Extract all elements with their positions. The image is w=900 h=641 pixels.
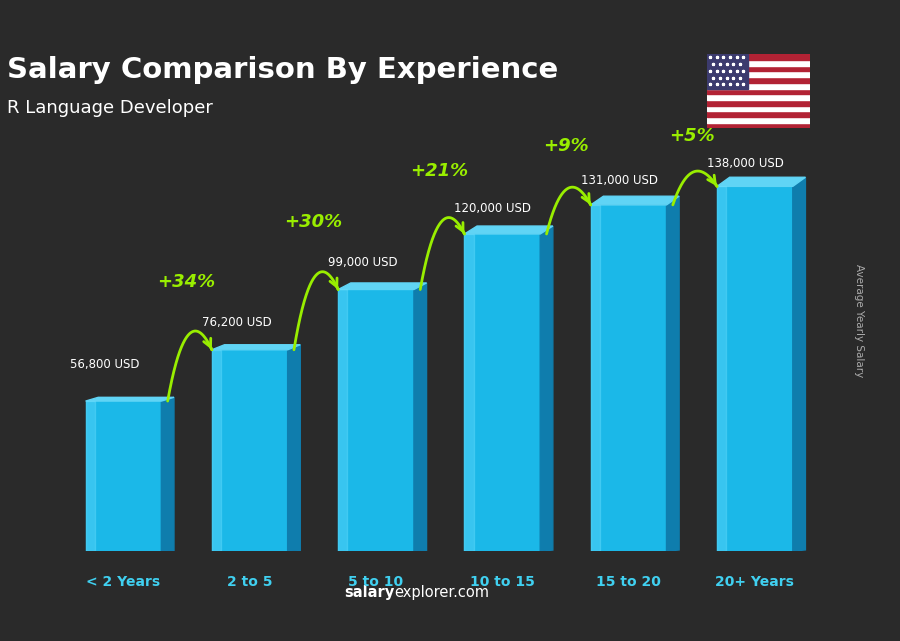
Bar xyxy=(717,187,726,551)
Polygon shape xyxy=(793,178,806,551)
Text: 5 to 10: 5 to 10 xyxy=(348,574,403,588)
Polygon shape xyxy=(161,397,174,551)
Bar xyxy=(464,234,473,551)
Bar xyxy=(706,106,810,111)
Text: 20+ Years: 20+ Years xyxy=(716,574,795,588)
Text: 76,200 USD: 76,200 USD xyxy=(202,315,272,329)
Text: +30%: +30% xyxy=(284,213,342,231)
Text: 56,800 USD: 56,800 USD xyxy=(70,358,140,370)
Bar xyxy=(86,401,161,551)
Text: +21%: +21% xyxy=(410,162,468,180)
Bar xyxy=(706,54,810,60)
Bar xyxy=(212,350,288,551)
Bar xyxy=(590,205,599,551)
Bar xyxy=(706,117,810,122)
Text: 10 to 15: 10 to 15 xyxy=(470,574,535,588)
Text: Salary Comparison By Experience: Salary Comparison By Experience xyxy=(7,56,558,84)
Text: 2 to 5: 2 to 5 xyxy=(227,574,273,588)
Bar xyxy=(706,94,810,100)
Bar xyxy=(706,111,810,117)
Text: +9%: +9% xyxy=(543,137,589,155)
Bar xyxy=(590,205,667,551)
Bar xyxy=(706,100,810,106)
Text: Average Yearly Salary: Average Yearly Salary xyxy=(854,264,865,377)
Polygon shape xyxy=(86,397,174,401)
Polygon shape xyxy=(667,196,680,551)
Bar xyxy=(706,77,810,83)
Bar xyxy=(706,54,748,88)
Bar xyxy=(706,122,810,128)
Bar xyxy=(717,187,793,551)
Bar xyxy=(706,88,810,94)
Text: 99,000 USD: 99,000 USD xyxy=(328,256,398,269)
Bar xyxy=(212,350,221,551)
Text: 15 to 20: 15 to 20 xyxy=(596,574,662,588)
Text: explorer.com: explorer.com xyxy=(394,585,490,600)
Text: 138,000 USD: 138,000 USD xyxy=(706,157,784,171)
Bar xyxy=(706,72,810,77)
Text: salary: salary xyxy=(345,585,394,600)
Text: +5%: +5% xyxy=(669,127,715,145)
Bar xyxy=(706,66,810,72)
Bar xyxy=(706,60,810,66)
Polygon shape xyxy=(540,226,553,551)
Polygon shape xyxy=(717,178,806,187)
Bar xyxy=(464,234,540,551)
Text: < 2 Years: < 2 Years xyxy=(86,574,160,588)
Polygon shape xyxy=(338,283,427,290)
Text: 120,000 USD: 120,000 USD xyxy=(454,202,531,215)
Polygon shape xyxy=(414,283,427,551)
Polygon shape xyxy=(590,196,680,205)
Polygon shape xyxy=(212,345,301,350)
Text: 131,000 USD: 131,000 USD xyxy=(580,174,658,187)
Polygon shape xyxy=(464,226,553,234)
Bar xyxy=(706,83,810,88)
Polygon shape xyxy=(288,345,301,551)
Text: +34%: +34% xyxy=(158,274,216,292)
Bar xyxy=(338,290,414,551)
Bar xyxy=(86,401,94,551)
Bar xyxy=(338,290,347,551)
Text: R Language Developer: R Language Developer xyxy=(7,99,213,117)
